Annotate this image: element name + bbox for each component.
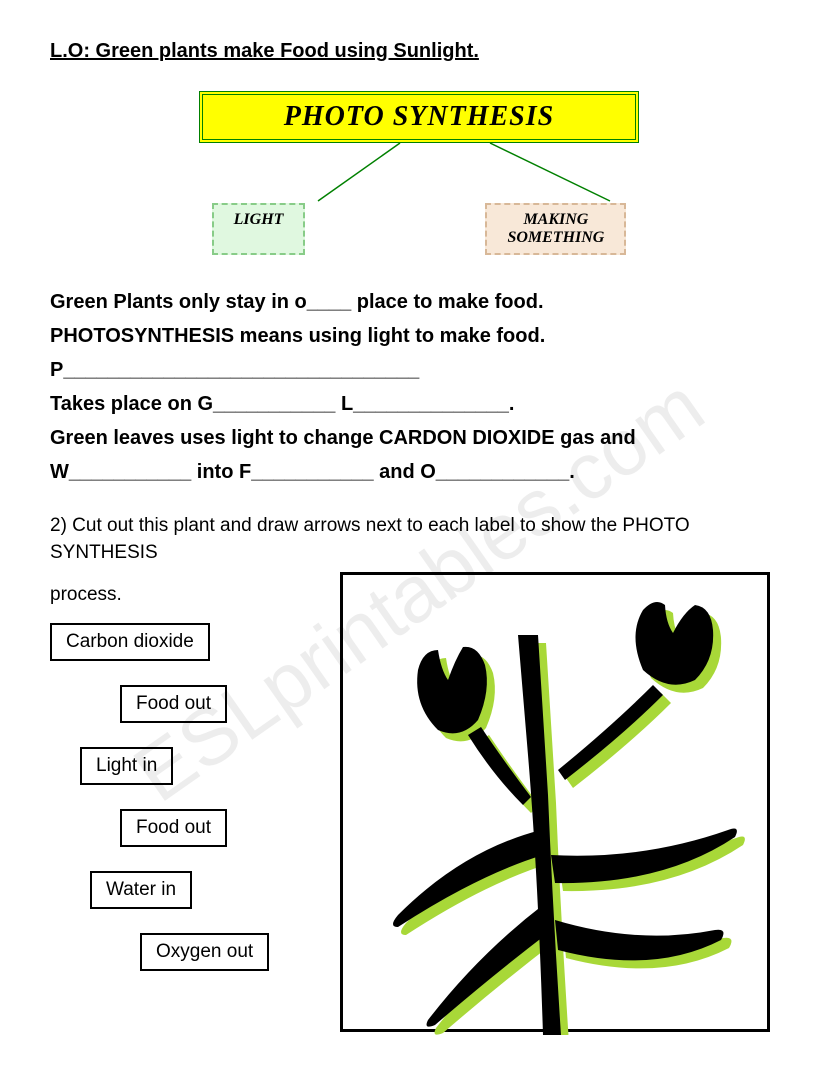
connector-right — [490, 143, 610, 201]
label-light-in: Light in — [80, 747, 173, 785]
fill-line-6: W___________ into F___________ and O____… — [50, 455, 788, 489]
subbox-making-line2: SOMETHING — [507, 229, 604, 246]
fill-line-4: Takes place on G___________ L___________… — [50, 387, 788, 421]
subbox-light: LIGHT — [212, 203, 306, 255]
subbox-making: MAKING SOMETHING — [485, 203, 626, 255]
question-2-suffix: process. — [50, 582, 330, 609]
fill-line-5: Green leaves uses light to change CARDON… — [50, 421, 788, 455]
fill-line-3: P________________________________ — [50, 353, 788, 387]
labels-column: process. Carbon dioxide Food out Light i… — [50, 572, 330, 1032]
subboxes-row: LIGHT MAKING SOMETHING — [50, 203, 788, 255]
title-connectors — [50, 143, 788, 203]
label-oxygen-out: Oxygen out — [140, 933, 269, 971]
title-box: PHOTO SYNTHESIS — [199, 91, 639, 143]
connector-left — [318, 143, 400, 201]
label-carbon-dioxide: Carbon dioxide — [50, 623, 210, 661]
fill-line-1: Green Plants only stay in o____ place to… — [50, 285, 788, 319]
fill-in-paragraph: Green Plants only stay in o____ place to… — [50, 285, 788, 489]
label-water-in: Water in — [90, 871, 192, 909]
plant-svg — [343, 575, 773, 1035]
fill-line-2: PHOTOSYNTHESIS means using light to make… — [50, 319, 788, 353]
label-food-out-2: Food out — [120, 809, 227, 847]
subbox-making-line1: MAKING — [523, 211, 588, 228]
question-2-text: 2) Cut out this plant and draw arrows ne… — [50, 513, 788, 566]
label-food-out-1: Food out — [120, 685, 227, 723]
plant-frame — [340, 572, 770, 1032]
learning-objective: L.O: Green plants make Food using Sunlig… — [50, 40, 788, 63]
bottom-row: process. Carbon dioxide Food out Light i… — [50, 572, 788, 1032]
